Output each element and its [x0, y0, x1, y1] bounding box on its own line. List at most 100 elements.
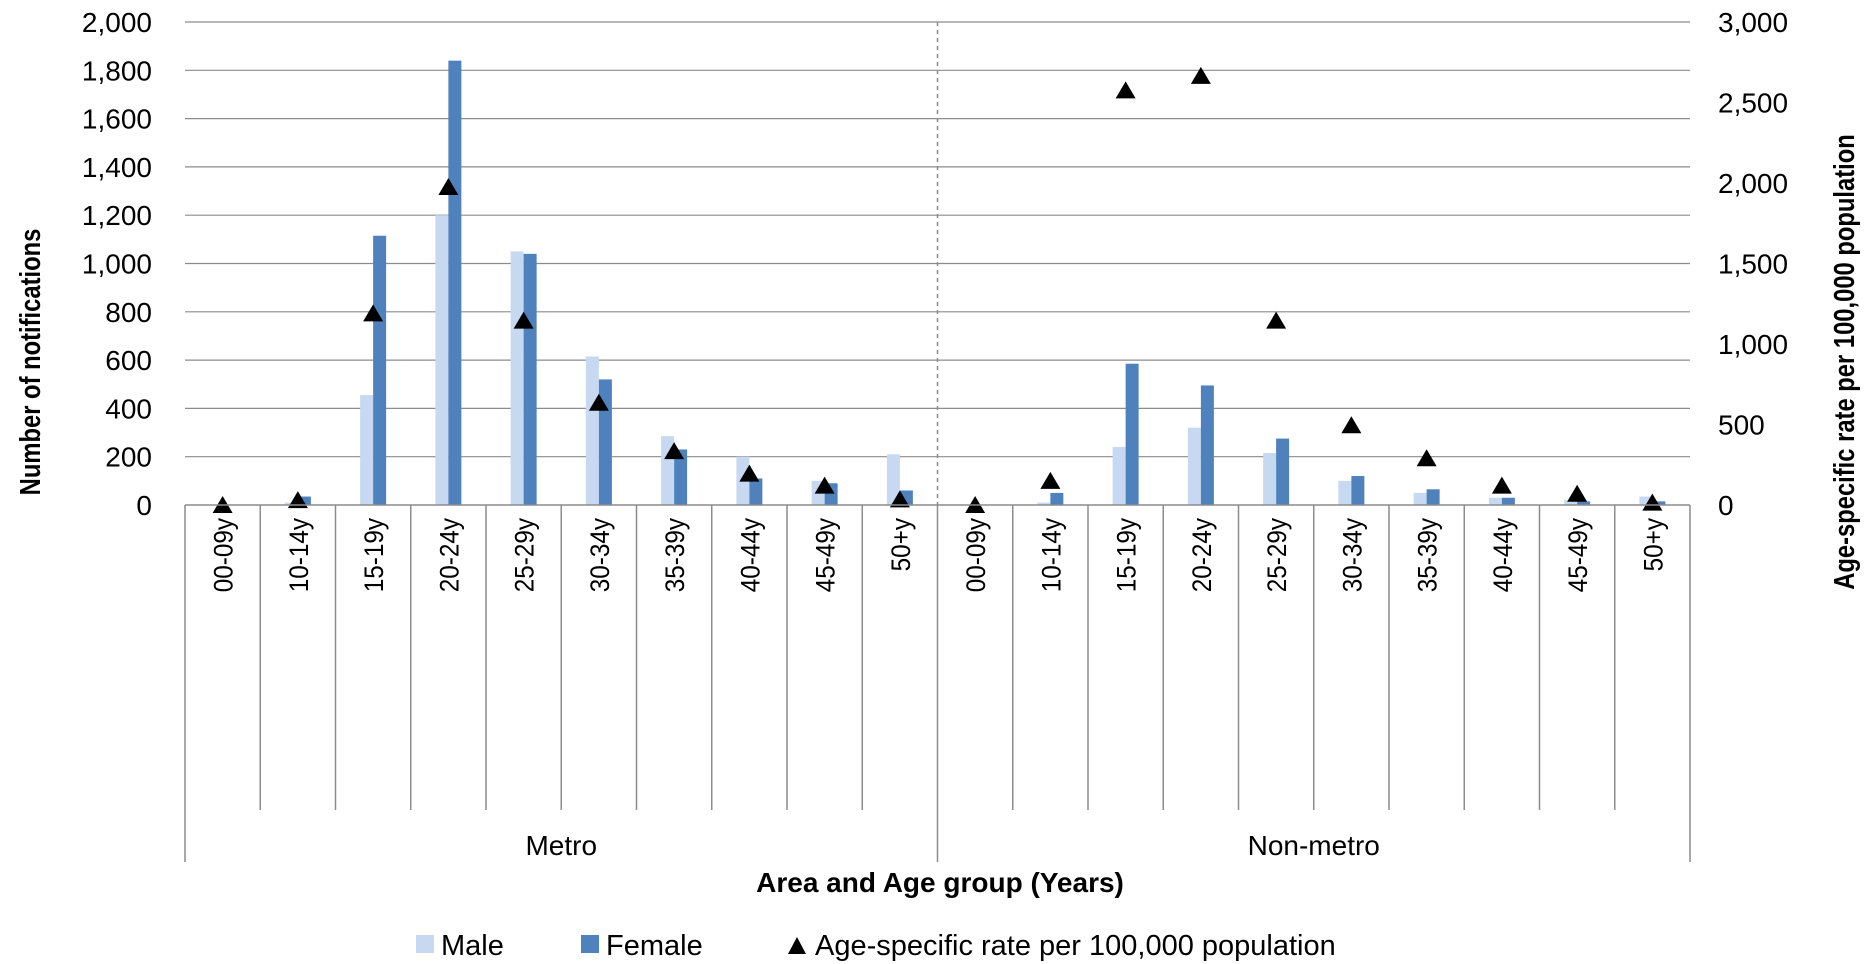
- y-axis-title: Number of notifications: [14, 229, 47, 496]
- rate-markers: [212, 66, 1663, 513]
- right-tick-label: 0: [1718, 490, 1734, 521]
- rate-marker: [1040, 471, 1061, 489]
- category-label: 25-29y: [510, 518, 539, 592]
- left-tick-label: 1,400: [82, 152, 152, 183]
- left-tick-label: 800: [105, 297, 152, 328]
- legend-rate-marker: [788, 937, 806, 954]
- category-label: 30-34y: [586, 518, 615, 592]
- rate-marker: [1266, 311, 1287, 329]
- right-tick-label: 1,500: [1718, 249, 1788, 280]
- right-axis-ticks: 0 500 1,000 1,500 2,000 2,500 3,000: [1718, 7, 1788, 521]
- right-tick-label: 2,000: [1718, 168, 1788, 199]
- bar-male: [585, 356, 599, 505]
- bar-female: [749, 478, 763, 505]
- category-label: 45-49y: [1564, 518, 1593, 592]
- legend-male-label: Male: [441, 930, 504, 962]
- category-label: 30-34y: [1338, 518, 1367, 592]
- bar-female: [1200, 385, 1214, 505]
- group-label: Non-metro: [1248, 830, 1380, 861]
- bar-female: [1426, 489, 1440, 505]
- rate-marker: [363, 304, 384, 322]
- bar-female: [674, 449, 688, 505]
- bar-female: [373, 235, 387, 506]
- right-tick-label: 3,000: [1718, 7, 1788, 38]
- x-axis: [184, 22, 1691, 862]
- category-label: 10-14y: [1037, 518, 1066, 592]
- rate-marker: [438, 178, 459, 196]
- bar-female: [448, 60, 462, 505]
- left-tick-label: 1,200: [82, 200, 152, 231]
- category-label: 20-24y: [1188, 518, 1217, 592]
- category-label: 50+y: [1639, 518, 1668, 571]
- rate-marker: [1491, 476, 1512, 494]
- rate-marker: [1416, 449, 1437, 467]
- rate-marker: [1341, 416, 1362, 434]
- bar-male: [510, 251, 524, 505]
- left-tick-label: 2,000: [82, 7, 152, 38]
- category-label: 40-44y: [1489, 518, 1518, 592]
- right-tick-label: 500: [1718, 410, 1765, 441]
- category-label: 40-44y: [736, 518, 765, 592]
- bar-male: [1263, 453, 1277, 505]
- bar-male: [1488, 497, 1502, 505]
- bar-male: [1338, 480, 1352, 505]
- group-label: Metro: [525, 830, 597, 861]
- bar-male: [886, 454, 900, 505]
- bar-female: [598, 379, 612, 505]
- left-tick-label: 0: [136, 490, 152, 521]
- group-labels: Metro Non-metro: [525, 830, 1379, 861]
- category-label: 25-29y: [1263, 518, 1292, 592]
- bar-male: [1037, 502, 1051, 505]
- bar-female: [1577, 501, 1591, 505]
- left-tick-label: 200: [105, 442, 152, 473]
- rate-marker: [1567, 484, 1588, 502]
- left-tick-label: 400: [105, 393, 152, 424]
- left-axis-ticks: 0 200 400 600 800 1,000 1,200 1,400 1,600 1,800 2,…: [82, 7, 152, 521]
- rate-marker: [1115, 81, 1136, 99]
- legend: Male Female Age-specific rate per 100,00…: [416, 930, 1336, 962]
- bar-female: [297, 496, 311, 505]
- left-tick-label: 1,800: [82, 55, 152, 86]
- left-tick-label: 600: [105, 345, 152, 376]
- category-label: 50+y: [887, 518, 916, 571]
- category-label: 35-39y: [661, 518, 690, 592]
- rate-marker: [814, 476, 835, 494]
- legend-rate-label: Age-specific rate per 100,000 population: [815, 930, 1336, 962]
- bar-female: [1501, 497, 1515, 505]
- bar-male: [360, 395, 374, 505]
- bar-male: [1639, 496, 1653, 505]
- category-label: 15-19y: [1112, 518, 1141, 592]
- rate-marker: [889, 490, 910, 508]
- bar-male: [1187, 427, 1201, 505]
- left-tick-label: 1,600: [82, 104, 152, 135]
- bars: [284, 60, 1666, 506]
- bar-female: [1276, 438, 1290, 505]
- category-label: 20-24y: [435, 518, 464, 592]
- rate-marker: [1642, 493, 1663, 511]
- y2-axis-title: Age-specific rate per 100,000 population: [1828, 134, 1861, 590]
- rate-marker: [664, 442, 685, 460]
- legend-female-label: Female: [606, 930, 703, 962]
- category-label: 10-14y: [285, 518, 314, 592]
- right-tick-label: 2,500: [1718, 88, 1788, 119]
- rate-marker: [513, 311, 534, 329]
- left-tick-label: 1,000: [82, 249, 152, 280]
- category-label: 15-19y: [360, 518, 389, 592]
- rate-marker: [287, 491, 308, 509]
- bar-male: [435, 215, 449, 505]
- category-label: 35-39y: [1413, 518, 1442, 592]
- rate-marker: [588, 393, 609, 411]
- bar-female: [1652, 501, 1666, 505]
- category-label: 00-09y: [962, 518, 991, 592]
- legend-male-swatch: [416, 935, 434, 953]
- category-labels: 00-09y 10-14y 15-19y 20-24y 25-29y 30-34y 35-3…: [209, 518, 1668, 592]
- category-label: 00-09y: [209, 518, 238, 592]
- bar-male: [1112, 447, 1126, 505]
- category-label: 45-49y: [811, 518, 840, 592]
- bar-male: [1413, 492, 1427, 505]
- bar-female: [1351, 476, 1365, 505]
- rate-marker: [1190, 66, 1211, 84]
- rate-marker: [739, 464, 760, 482]
- x-axis-title: Area and Age group (Years): [756, 867, 1124, 898]
